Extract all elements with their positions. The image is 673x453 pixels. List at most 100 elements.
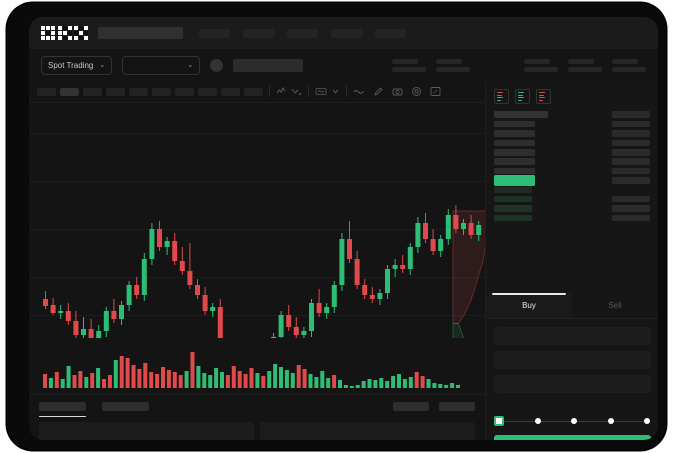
timeframe-button-5[interactable]	[129, 87, 148, 96]
order-book-panel: Buy Sell	[485, 81, 658, 440]
market-stat-3	[524, 58, 558, 72]
wave-icon[interactable]	[353, 87, 365, 96]
search-input[interactable]	[98, 27, 183, 39]
amount-stepper[interactable]	[486, 412, 658, 430]
top-navigation-bar	[29, 17, 658, 49]
chart-gridline	[29, 229, 485, 230]
nav-link-3[interactable]	[287, 28, 318, 38]
depth-profile-overlay	[452, 210, 485, 338]
timeframe-button-10[interactable]	[244, 87, 263, 96]
orderbook-amount-bar	[494, 174, 535, 186]
orderbook-row[interactable]	[494, 195, 650, 204]
order-price-field[interactable]	[494, 327, 651, 345]
tab-sell[interactable]: Sell	[572, 293, 658, 318]
indicators-icon[interactable]	[315, 87, 327, 96]
order-total-field[interactable]	[494, 375, 651, 393]
timeframe-button-7[interactable]	[175, 87, 194, 96]
orderbook-amount-bar	[494, 158, 535, 165]
nav-link-4[interactable]	[331, 28, 362, 38]
orderbook-row[interactable]	[494, 166, 650, 175]
stepper-node-5[interactable]	[644, 418, 650, 424]
pencil-icon[interactable]	[373, 86, 384, 97]
orderbook-amount-bar	[494, 149, 535, 156]
orderbook-total-value	[612, 111, 650, 118]
chart-gridline	[29, 181, 485, 182]
settings-gear-icon[interactable]	[411, 86, 422, 97]
orderbook-rows	[486, 110, 658, 223]
orderbook-amount-bar	[494, 139, 535, 147]
orderbook-both-icon[interactable]	[494, 89, 509, 104]
nav-link-2[interactable]	[243, 28, 274, 38]
chart-type-icon[interactable]	[276, 87, 287, 96]
orderbook-row[interactable]	[494, 138, 650, 147]
orderbook-total-value	[612, 214, 650, 222]
tab-sell-label: Sell	[608, 301, 622, 310]
nav-link-5[interactable]	[375, 28, 406, 38]
orders-panel	[29, 418, 485, 440]
orders-panel-col-1	[39, 422, 254, 440]
timeframe-button-9[interactable]	[221, 87, 240, 96]
market-stat-2	[436, 58, 470, 72]
stepper-node-3[interactable]	[571, 418, 577, 424]
orders-action-1[interactable]	[393, 402, 429, 411]
chevron-down-icon: ⌄	[99, 61, 106, 69]
price-chart[interactable]	[29, 103, 485, 338]
order-amount-field[interactable]	[494, 351, 651, 369]
orderbook-total-value	[612, 130, 650, 137]
stepper-node-2[interactable]	[534, 418, 541, 424]
last-price-value	[233, 58, 304, 72]
stepper-node-4[interactable]	[607, 418, 614, 424]
timeframe-button-1[interactable]	[37, 87, 56, 96]
chart-toolbar	[29, 81, 485, 103]
okx-logo-o	[41, 26, 55, 40]
orderbook-amount-bar	[494, 167, 535, 175]
orderbook-row[interactable]	[494, 157, 650, 166]
timeframe-button-2[interactable]	[60, 87, 79, 96]
orders-action-2[interactable]	[439, 402, 475, 411]
nav-link-1[interactable]	[199, 28, 230, 38]
okx-logo-k	[57, 26, 72, 40]
orderbook-row[interactable]	[494, 148, 650, 157]
orderbook-total-value	[612, 149, 650, 156]
orderbook-row[interactable]	[494, 204, 650, 213]
orderbook-current-price-row[interactable]	[494, 174, 650, 186]
market-type-select[interactable]: Spot Trading ⌄	[41, 55, 113, 75]
stepper-line	[504, 420, 535, 422]
app-screen: Spot Trading ⌄ ⌄	[29, 17, 658, 440]
orderbook-total-value	[612, 177, 650, 184]
device-frame: Spot Trading ⌄ ⌄	[7, 3, 666, 450]
orderbook-total-value	[612, 205, 650, 212]
orderbook-amount-bar	[494, 130, 535, 137]
market-stat-4	[568, 58, 602, 72]
timeframe-button-6[interactable]	[152, 87, 171, 96]
chart-gridline	[29, 315, 485, 316]
orderbook-row[interactable]	[494, 119, 650, 128]
timeframe-button-4[interactable]	[106, 87, 125, 96]
buy-sell-tabs: Buy Sell	[486, 293, 658, 319]
tab-buy[interactable]: Buy	[486, 293, 572, 318]
tab-order-history[interactable]	[102, 402, 149, 411]
tab-open-orders[interactable]	[39, 402, 86, 417]
chart-gridline	[29, 277, 485, 278]
timeframe-button-8[interactable]	[198, 87, 217, 96]
orderbook-amount-bar	[494, 186, 532, 194]
camera-icon[interactable]	[392, 86, 403, 97]
timeframe-button-3[interactable]	[83, 87, 102, 96]
orderbook-row[interactable]	[494, 185, 650, 194]
chevron-down-icon[interactable]	[331, 87, 340, 96]
stepper-line	[577, 420, 608, 422]
volume-chart[interactable]	[29, 338, 485, 394]
trading-pair-select[interactable]: ⌄	[122, 55, 201, 75]
orderbook-asks-icon[interactable]	[536, 89, 551, 104]
nav-links	[199, 28, 406, 38]
stepper-node-1[interactable]	[494, 416, 504, 426]
fullscreen-icon[interactable]	[430, 86, 441, 97]
submit-order-button[interactable]	[494, 435, 651, 440]
okx-logo[interactable]	[41, 26, 88, 40]
orderbook-row[interactable]	[494, 110, 650, 119]
orderbook-bids-icon[interactable]	[515, 89, 530, 104]
line-chart-icon[interactable]	[291, 87, 302, 96]
orderbook-row[interactable]	[494, 129, 650, 138]
orderbook-row[interactable]	[494, 213, 650, 222]
toolbar-divider	[346, 86, 347, 97]
